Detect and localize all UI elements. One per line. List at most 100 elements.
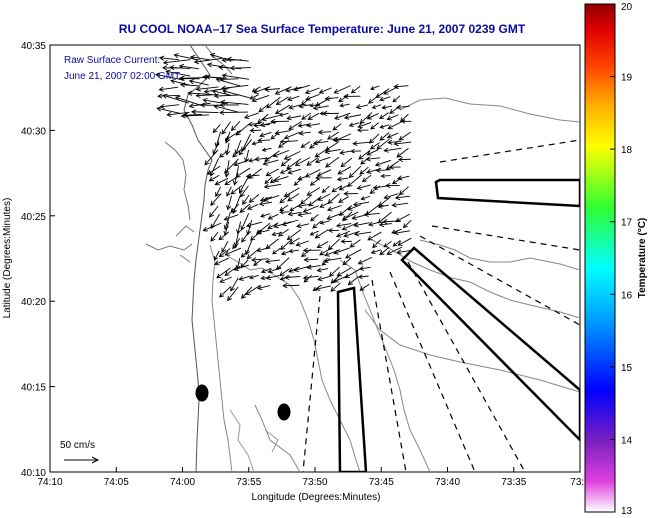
- current-vector: [312, 140, 329, 146]
- current-vector: [350, 85, 361, 94]
- colorbar-tick-label: 16: [621, 290, 633, 301]
- current-vector: [257, 137, 271, 144]
- current-vector: [297, 211, 312, 218]
- current-vector: [369, 142, 380, 150]
- current-vector: [204, 149, 219, 166]
- current-vector: [212, 124, 221, 134]
- current-vector: [279, 210, 290, 215]
- current-vector: [387, 121, 402, 130]
- x-tick-label: 74:10: [37, 477, 62, 488]
- current-vector: [366, 149, 379, 156]
- current-vector: [267, 222, 279, 230]
- current-vector: [248, 168, 262, 179]
- x-tick-label: 73:45: [369, 477, 394, 488]
- current-vector: [306, 157, 319, 166]
- current-vector: [230, 203, 240, 214]
- shoreline-inner: [164, 45, 233, 221]
- current-vector: [343, 230, 360, 238]
- current-vector: [357, 274, 369, 279]
- current-vector: [287, 193, 300, 202]
- current-vector: [288, 248, 299, 254]
- current-vector: [340, 157, 353, 168]
- colorbar-tick-label: 20: [621, 2, 633, 13]
- current-vector: [256, 285, 271, 291]
- annotation-line2: June 21, 2007 02:00 GMT: [64, 71, 180, 82]
- current-vector: [305, 93, 320, 101]
- current-vector: [158, 86, 179, 92]
- current-vector: [301, 112, 311, 120]
- current-vector: [337, 166, 352, 175]
- current-vector: [396, 147, 409, 158]
- current-vector: [361, 174, 372, 183]
- current-vector: [293, 84, 310, 92]
- current-vector: [359, 283, 370, 291]
- current-vector: [214, 177, 229, 186]
- current-vector: [267, 213, 279, 220]
- current-vector: [159, 55, 180, 61]
- current-vector: [398, 131, 411, 141]
- current-vector: [380, 173, 391, 179]
- bay-outline: [145, 225, 195, 263]
- current-vector: [344, 249, 362, 259]
- current-vector: [285, 86, 302, 93]
- current-vector: [248, 274, 259, 280]
- current-vector: [319, 220, 330, 225]
- current-vector: [307, 112, 320, 120]
- current-vector: [321, 185, 330, 194]
- current-vector: [286, 158, 302, 170]
- current-vector: [326, 212, 342, 220]
- current-vector: [394, 194, 411, 201]
- depth-contour: [364, 309, 580, 393]
- current-vector: [347, 276, 359, 286]
- current-vector: [224, 175, 239, 186]
- current-vector: [372, 239, 382, 249]
- x-tick-label: 73:50: [302, 477, 327, 488]
- current-vector: [240, 249, 250, 258]
- current-vector: [383, 240, 392, 248]
- current-vector: [260, 267, 272, 274]
- current-vector: [188, 102, 211, 109]
- current-vector: [264, 258, 280, 264]
- current-vector: [283, 274, 301, 280]
- colorbar-tick-label: 17: [621, 218, 633, 229]
- current-vector: [336, 267, 352, 277]
- x-axis: 74:10 74:05 74:00 73:55 73:50 73:45 73:40 73:35…: [37, 467, 590, 488]
- current-vector: [288, 121, 302, 130]
- x-tick-label: 73:3: [570, 477, 590, 488]
- current-vector: [213, 250, 220, 261]
- current-vector: [162, 93, 189, 104]
- current-vector: [331, 185, 342, 193]
- station-marker: [195, 384, 209, 402]
- current-vector: [215, 186, 222, 198]
- current-vector: [272, 247, 281, 255]
- current-vector: [347, 204, 362, 211]
- current-vector: [391, 177, 402, 185]
- current-vector: [223, 214, 239, 221]
- current-vector: [333, 274, 349, 283]
- current-vector: [371, 104, 382, 109]
- current-vector: [316, 241, 329, 248]
- current-vector: [239, 203, 251, 213]
- current-vector: [279, 139, 299, 145]
- current-vector: [302, 275, 319, 281]
- current-vector: [359, 112, 373, 125]
- current-vector: [203, 87, 230, 94]
- current-vector: [357, 256, 373, 265]
- current-vector: [214, 257, 229, 266]
- current-vector: [263, 194, 280, 202]
- current-vector: [400, 119, 412, 124]
- current-vector: [275, 96, 289, 106]
- current-vector: [310, 214, 319, 222]
- current-vector: [296, 223, 310, 229]
- current-vector: [397, 237, 412, 246]
- current-vector: [224, 158, 239, 174]
- current-vector: [309, 178, 320, 186]
- current-vector: [356, 184, 371, 191]
- current-vector: [210, 231, 219, 242]
- current-vector: [256, 229, 270, 235]
- current-vector: [256, 247, 271, 253]
- current-vector: [319, 247, 333, 256]
- current-vector: [302, 205, 319, 213]
- current-vector: [395, 104, 410, 110]
- current-vector: [279, 268, 290, 277]
